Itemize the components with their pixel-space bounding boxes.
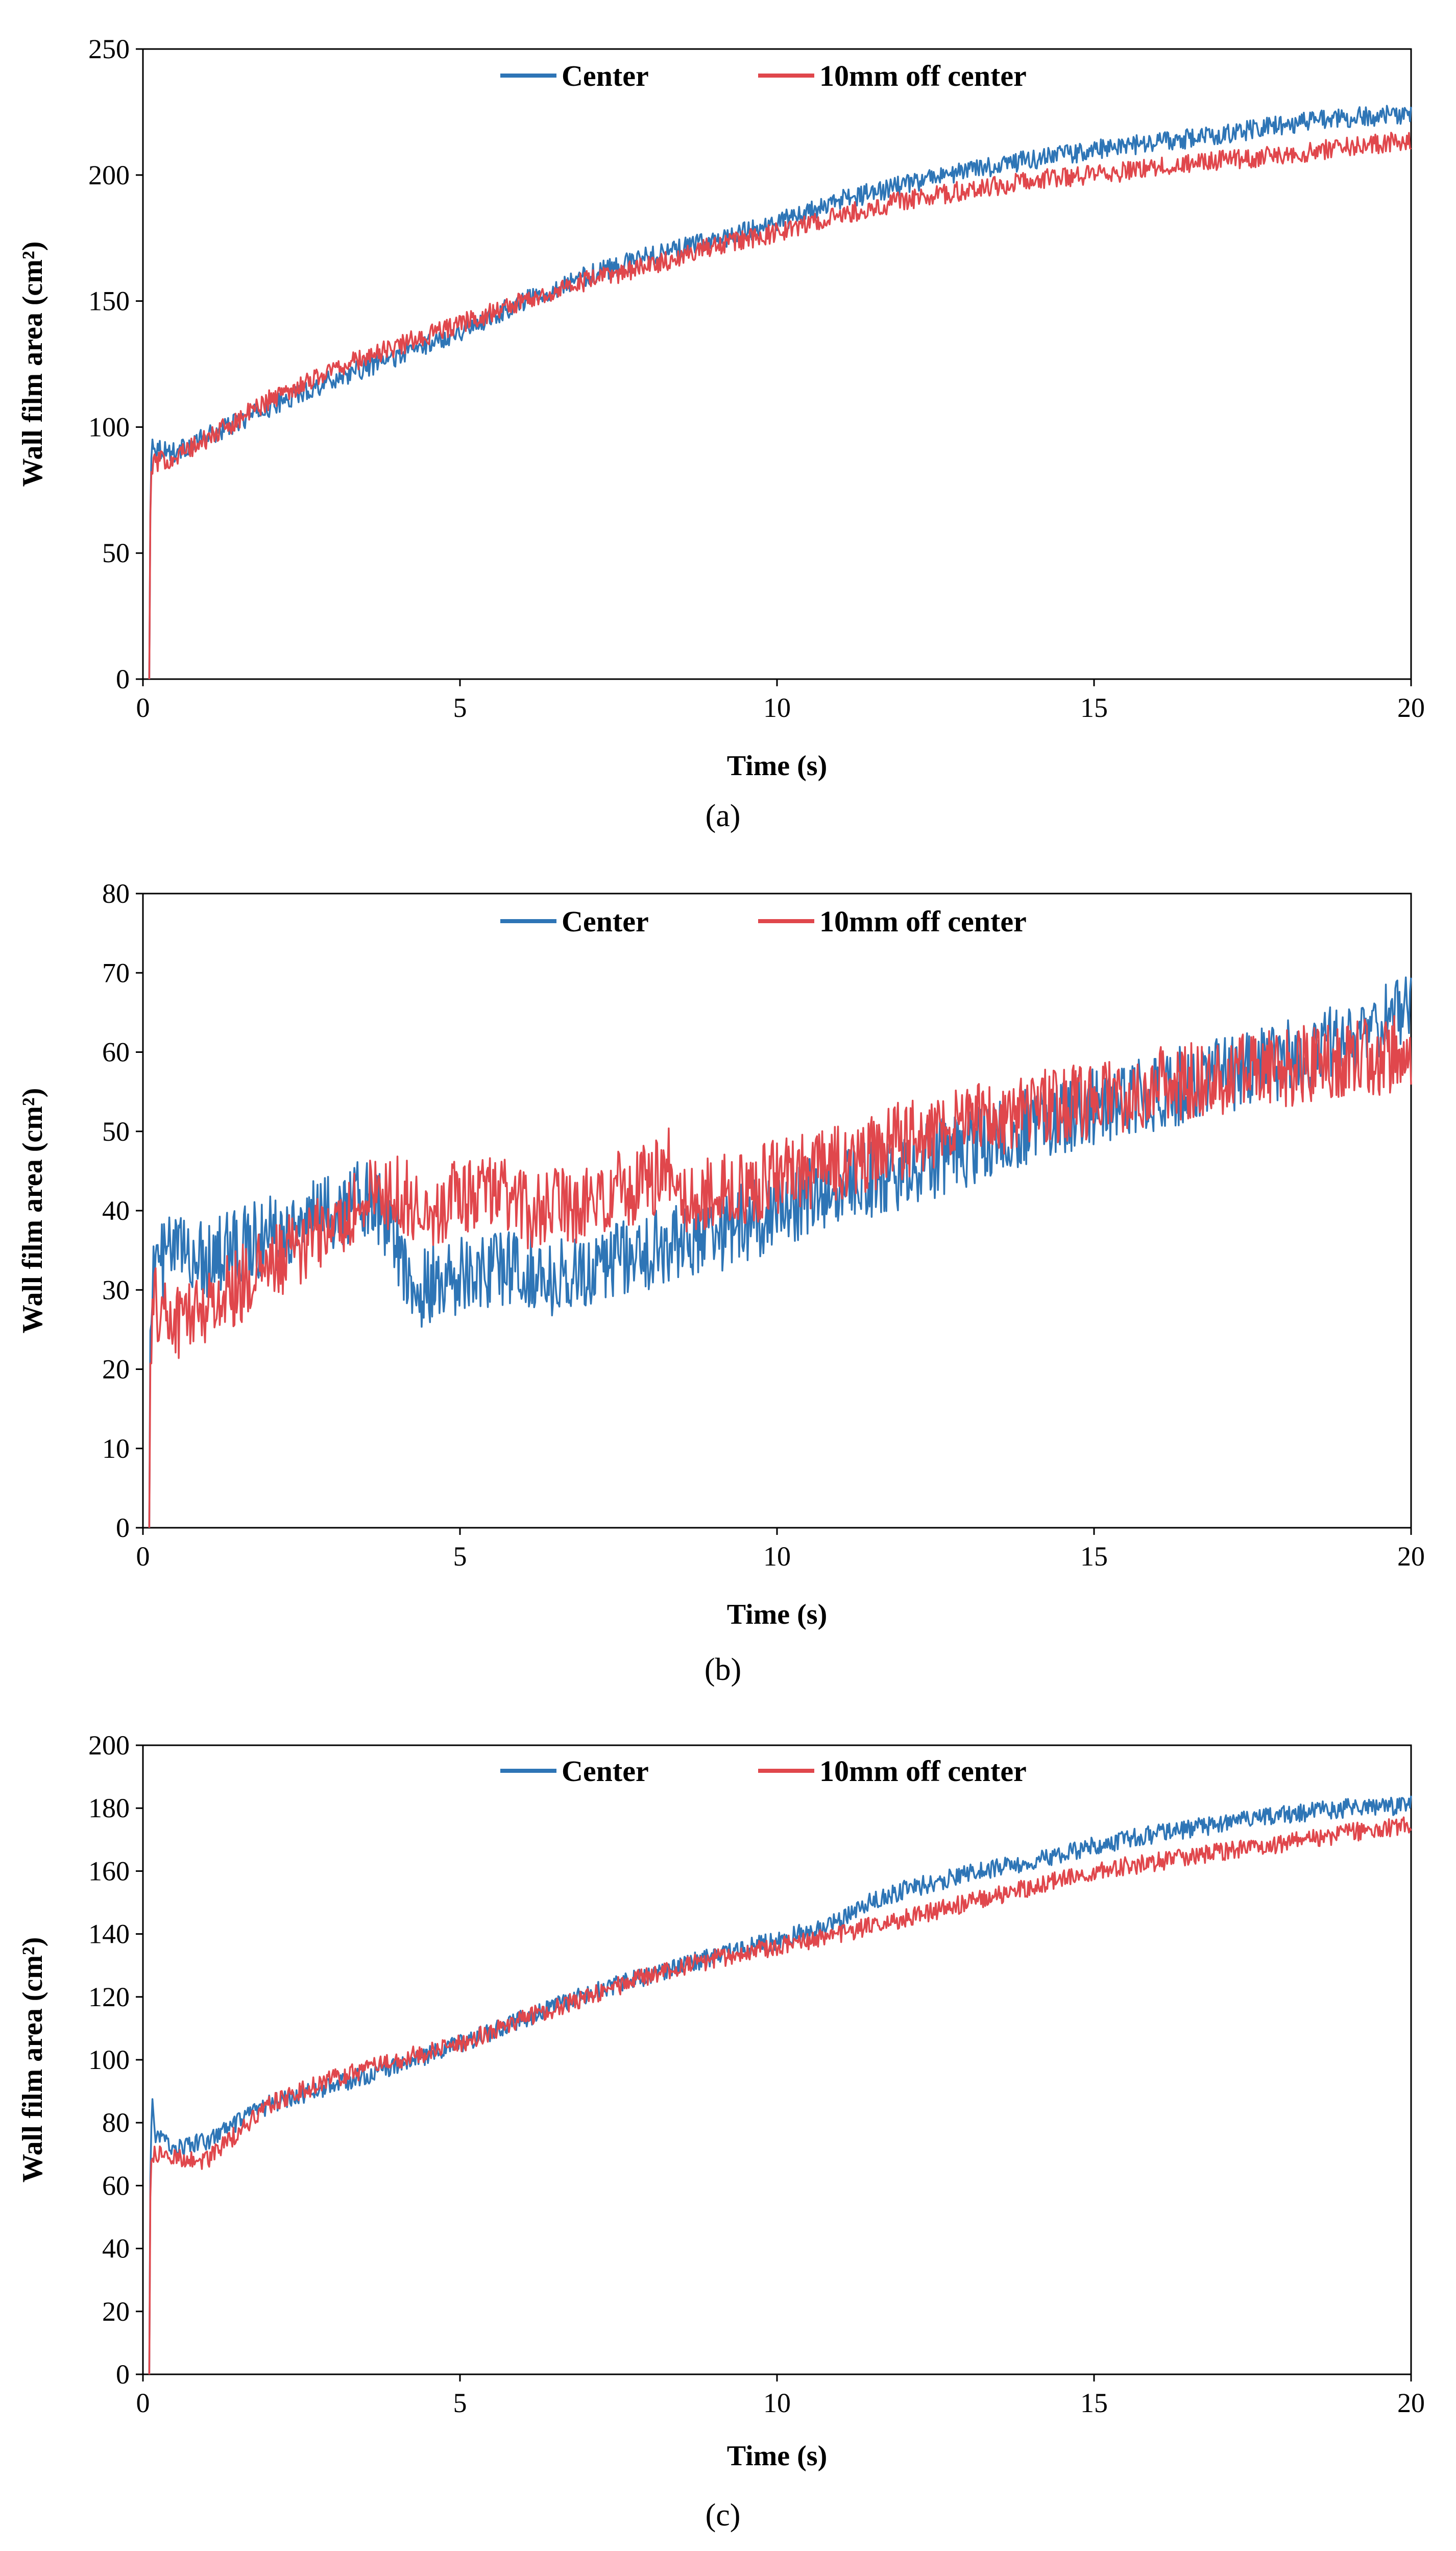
x-axis-title-a: Time (s) — [727, 750, 828, 782]
plot-area-c — [142, 1744, 1412, 2375]
y-tick-label: 70 — [102, 957, 130, 988]
x-tick-label: 10 — [763, 692, 791, 723]
legend-c: Center 10mm off center — [500, 1754, 1027, 1788]
y-tick-label: 60 — [102, 2170, 130, 2201]
x-tick-label: 5 — [453, 2388, 467, 2418]
legend-label-offcenter: 10mm off center — [819, 59, 1027, 92]
panel-label-b: (b) — [705, 1652, 741, 1687]
y-tick-label: 50 — [102, 538, 130, 568]
series-line-offcenter — [148, 1015, 1412, 1528]
y-tick-label: 100 — [88, 412, 130, 442]
chart-panel-a: 0 50 100 150 200 250 0 5 10 15 20 Center 10mm off … — [17, 34, 1425, 833]
y-tick-label: 120 — [88, 1982, 130, 2012]
y-axis-title-b: Wall film area (cm²) — [17, 1088, 48, 1334]
y-axis-title-a: Wall film area (cm²) — [17, 242, 48, 487]
series-line-offcenter — [148, 1816, 1412, 2375]
legend-label-offcenter: 10mm off center — [819, 905, 1027, 938]
x-tick-label: 10 — [763, 1541, 791, 1572]
x-tick-label: 20 — [1397, 2388, 1425, 2418]
y-tick-label: 80 — [102, 878, 130, 909]
y-axis-title-c: Wall film area (cm²) — [17, 1937, 48, 2183]
x-tick-label: 5 — [453, 1541, 467, 1572]
x-tick-label: 5 — [453, 692, 467, 723]
legend-label-center: Center — [562, 1754, 649, 1788]
y-tick-label: 0 — [116, 1512, 130, 1543]
legend-label-center: Center — [562, 905, 649, 938]
y-tick-label: 140 — [88, 1919, 130, 1950]
x-tick-label: 20 — [1397, 1541, 1425, 1572]
y-tick-label: 40 — [102, 1195, 130, 1226]
x-tick-label: 0 — [136, 692, 150, 723]
series-line-center — [148, 1795, 1412, 2375]
legend-a: Center 10mm off center — [500, 59, 1027, 92]
x-axis-title-c: Time (s) — [727, 2440, 828, 2472]
y-tick-label: 0 — [116, 664, 130, 694]
y-tick-label: 100 — [88, 2044, 130, 2075]
y-tick-label: 50 — [102, 1116, 130, 1147]
y-tick-label: 80 — [102, 2107, 130, 2138]
x-tick-label: 15 — [1080, 2388, 1108, 2418]
legend-b: Center 10mm off center — [500, 905, 1027, 938]
y-tick-label: 200 — [88, 1730, 130, 1761]
legend-label-center: Center — [562, 59, 649, 92]
y-tick-label: 200 — [88, 160, 130, 190]
x-tick-label: 10 — [763, 2388, 791, 2418]
y-tick-label: 0 — [116, 2359, 130, 2390]
x-tick-label: 0 — [136, 1541, 150, 1572]
y-tick-label: 180 — [88, 1793, 130, 1823]
y-tick-label: 20 — [102, 1354, 130, 1385]
x-axis-title-b: Time (s) — [727, 1599, 828, 1630]
legend-label-offcenter: 10mm off center — [819, 1754, 1027, 1788]
y-tick-label: 20 — [102, 2296, 130, 2327]
panel-label-a: (a) — [706, 799, 741, 833]
x-tick-label: 20 — [1397, 692, 1425, 723]
series-line-center — [148, 976, 1412, 1528]
y-tick-label: 40 — [102, 2233, 130, 2264]
y-tick-label: 10 — [102, 1433, 130, 1464]
series-line-center — [148, 105, 1412, 680]
chart-panel-c: 0 20 40 60 80 100 120 140 160 180 200 0 5 10 15 20 Cent… — [17, 1730, 1425, 2533]
y-tick-label: 160 — [88, 1856, 130, 1886]
series-line-offcenter — [148, 132, 1412, 680]
x-tick-label: 15 — [1080, 692, 1108, 723]
chart-panel-b: 0 10 20 30 40 50 60 70 80 0 5 10 15 20 Center 10mm of… — [17, 878, 1425, 1687]
y-tick-label: 250 — [88, 34, 130, 64]
panel-label-c: (c) — [706, 2498, 741, 2533]
y-tick-label: 150 — [88, 286, 130, 317]
x-tick-label: 15 — [1080, 1541, 1108, 1572]
y-tick-label: 60 — [102, 1037, 130, 1068]
y-tick-label: 30 — [102, 1274, 130, 1305]
x-tick-label: 0 — [136, 2388, 150, 2418]
